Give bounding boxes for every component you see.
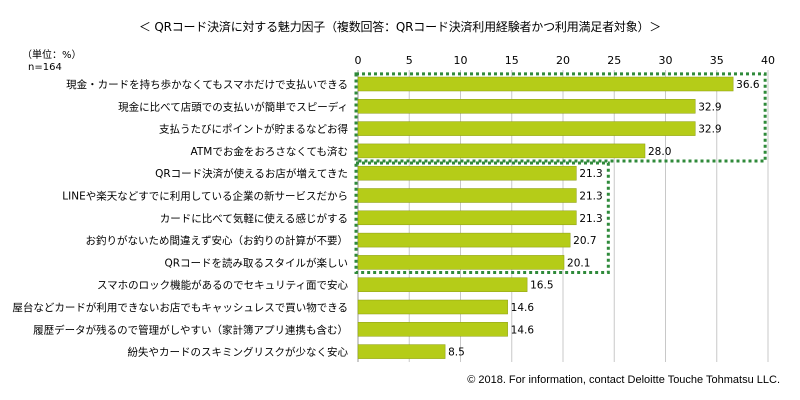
bar	[357, 76, 734, 92]
category-label: スマホのロック機能があるのでセキュリティ面で安心	[97, 279, 349, 292]
category-label: QRコードを読み取るスタイルが楽しい	[164, 256, 348, 269]
bar	[357, 121, 696, 136]
bar	[357, 322, 508, 337]
unit-label: （単位：%）	[22, 50, 82, 61]
value-label: 21.3	[579, 213, 602, 225]
x-tick-label: 10	[454, 54, 468, 67]
x-tick-label: 35	[710, 54, 724, 67]
category-label: 支払うたびにポイントが貯まるなどお得	[159, 123, 348, 136]
sample-size-label: n=164	[28, 62, 62, 73]
bar	[357, 344, 446, 359]
value-label: 16.5	[530, 280, 553, 292]
highlight-box	[354, 161, 610, 275]
category-label: カードに比べて気軽に使える感じがする	[160, 212, 348, 225]
bars	[357, 76, 734, 359]
category-label: 屋台などカードが利用できないお店でもキャッシュレスで買い物できる	[12, 301, 348, 314]
bar	[357, 99, 696, 114]
value-label: 20.1	[567, 257, 590, 269]
copyright-footer: © 2018. For information, contact Deloitt…	[467, 374, 780, 386]
value-label: 32.9	[698, 101, 721, 113]
highlight-boxes	[354, 72, 767, 275]
bar	[357, 277, 528, 292]
value-label: 32.9	[698, 124, 721, 136]
category-label: 現金・カードを持ち歩かなくてもスマホだけで支払いできる	[66, 78, 348, 91]
bar	[357, 143, 646, 159]
highlight-box	[354, 72, 767, 163]
x-tick-label: 40	[761, 54, 775, 67]
category-label: 履歴データが残るので管理がしやすい（家計簿アプリ連携も含む）	[33, 323, 348, 336]
category-label: QRコード決済が使えるお店が増えてきた	[155, 167, 348, 180]
bar	[357, 232, 571, 248]
x-tick-label: 20	[556, 54, 570, 67]
value-label: 8.5	[448, 347, 465, 359]
bar	[357, 188, 577, 203]
category-label: 紛失やカードのスキミングリスクが少なく安心	[128, 346, 349, 359]
value-label: 28.0	[648, 146, 671, 158]
x-tick-labels: 0 5 10 15 20 25 30 35 40	[355, 54, 776, 67]
category-label: LINEや楽天などすでに利用している企業の新サービスだから	[62, 190, 348, 203]
value-label: 36.6	[736, 79, 760, 91]
category-label: ATMでお金をおろさなくても済む	[190, 145, 348, 158]
value-label: 20.7	[573, 235, 596, 247]
value-labels: 36.6 32.9 32.9 28.0 21.3 21.3 21.3 20.7 20.1 16.5…	[448, 79, 760, 359]
x-tick-label: 30	[659, 54, 673, 67]
category-labels: 現金・カードを持ち歩かなくてもスマホだけで支払いできる現金に比べて店頭での支払い…	[12, 78, 348, 359]
category-label: 現金に比べて店頭での支払いが簡単でスピーディ	[118, 100, 348, 113]
category-label: お釣りがないため間違えず安心（お釣りの計算が不要）	[86, 234, 349, 247]
x-tick-label: 0	[355, 54, 362, 67]
x-tick-label: 25	[607, 54, 621, 67]
x-tick-label: 5	[406, 54, 413, 67]
bar	[357, 255, 565, 270]
chart-title: ＜ QRコード決済に対する魅力因子（複数回答：QRコード決済利用経験者かつ利用満…	[138, 20, 662, 34]
value-label: 14.6	[511, 324, 535, 336]
x-tick-label: 15	[505, 54, 519, 67]
bar	[357, 299, 508, 315]
bar	[357, 165, 577, 181]
value-label: 21.3	[579, 191, 602, 203]
value-label: 21.3	[579, 168, 602, 180]
bar	[357, 210, 577, 226]
value-label: 14.6	[511, 302, 535, 314]
